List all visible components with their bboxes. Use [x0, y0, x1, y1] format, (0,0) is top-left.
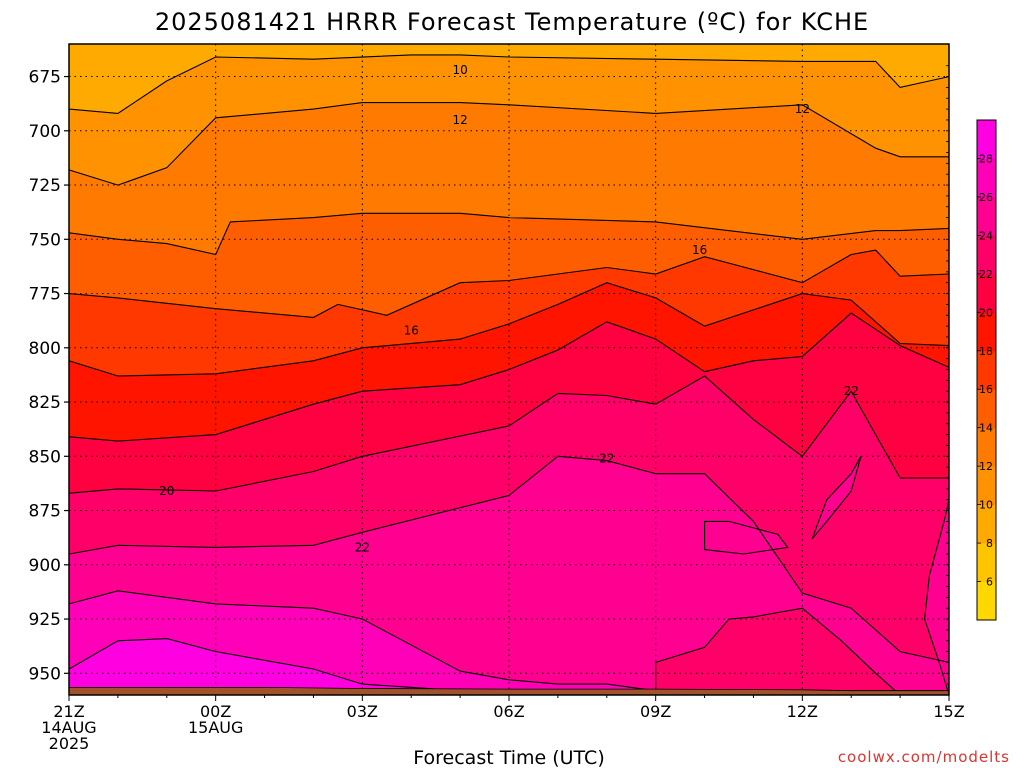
colorbar-swatch: [977, 389, 996, 429]
contour-line-20: [69, 312, 949, 442]
credit-text: coolwx.com/modelts: [838, 748, 1010, 766]
contour-label: 10: [452, 63, 467, 77]
contour-label: 12: [795, 102, 810, 116]
x-axis-title: Forecast Time (UTC): [413, 747, 604, 768]
colorbar-label: 20: [979, 306, 993, 319]
y-tick-label: 950: [29, 664, 61, 684]
colorbar-label: 28: [979, 152, 993, 165]
colorbar-label: 14: [979, 422, 993, 435]
x-tick-label: 06Z: [493, 702, 524, 721]
x-tick-label: 03Z: [347, 702, 378, 721]
contour-line-16: [69, 249, 949, 318]
colorbar-swatch: [977, 196, 996, 236]
colorbar-frame: [976, 119, 997, 621]
colorbar-swatch: [977, 581, 996, 621]
y-tick-label: 700: [29, 122, 61, 142]
colorbar-label: 6: [986, 576, 993, 589]
x-tick-label: 15AUG: [188, 718, 243, 737]
fill-blob-3: [924, 499, 949, 695]
contour-blob-1: [811, 456, 862, 540]
colorbar-label: 22: [979, 268, 993, 281]
plot-area: 10 12 12 16 16 20 22 22 22: [69, 44, 949, 695]
y-tick-label: 725: [29, 176, 61, 196]
contour-label: 16: [692, 243, 707, 257]
colorbar-swatch: [977, 273, 996, 313]
contour-label: 20: [159, 484, 174, 498]
y-tick-label: 775: [29, 285, 61, 305]
fill-band-28: [69, 638, 552, 695]
grid-lines: [69, 44, 949, 695]
contour-label: 12: [452, 113, 467, 127]
contour-line-14: [69, 212, 949, 256]
colorbar-label: 10: [979, 499, 993, 512]
contour-blob-0: [655, 607, 901, 695]
contour-line-12: [69, 102, 949, 186]
y-tick-label: 825: [29, 393, 61, 413]
colorbar-label: 18: [979, 345, 993, 358]
contour-line-18: [69, 282, 949, 377]
fill-blob-2: [704, 521, 788, 554]
colorbar-label: 8: [986, 537, 993, 550]
contour-blob-2: [704, 520, 789, 555]
contour-line-22: [69, 375, 949, 494]
ground-layer: [69, 687, 949, 695]
y-tick-label: 900: [29, 556, 61, 576]
colorbar-swatch: [977, 427, 996, 467]
colorbar-label: 12: [979, 460, 993, 473]
x-tick-label: 15Z: [933, 702, 964, 721]
colorbar-swatch: [977, 120, 996, 159]
y-tick-label: 750: [29, 230, 61, 250]
colorbar-swatch: [977, 504, 996, 544]
x-tick-label: 00Z: [200, 702, 231, 721]
x-tick-label: 2025: [49, 734, 90, 753]
colorbar-swatch: [977, 350, 996, 390]
contour-blob-3: [924, 499, 949, 695]
contour-line-10: [69, 54, 949, 114]
x-tick-label: 12Z: [787, 702, 818, 721]
colorbar: 6 8 10 12 14 16 18 20 22 24 26 28: [976, 119, 997, 621]
x-tick-label: 09Z: [640, 702, 671, 721]
colorbar-swatch: [977, 235, 996, 275]
y-tick-label: 800: [29, 339, 61, 359]
x-tick-label: 14AUG: [41, 718, 96, 737]
contour-label: 22: [355, 540, 370, 554]
chart-title: 2025081421 HRRR Forecast Temperature (ºC…: [155, 8, 869, 36]
ground-surface: [69, 687, 949, 695]
x-tick-label: 21Z: [53, 702, 84, 721]
contour-lines: [69, 54, 949, 695]
colorbar-label: 24: [979, 229, 993, 242]
y-tick-label: 675: [29, 68, 61, 88]
contour-labels: 10 12 12 16 16 20 22 22 22: [159, 63, 859, 554]
contour-label: 16: [404, 323, 419, 337]
colorbar-swatch: [977, 543, 996, 583]
y-tick-label: 925: [29, 610, 61, 630]
contour-fills: [69, 44, 949, 695]
colorbar-swatch: [977, 312, 996, 352]
colorbar-swatch: [977, 466, 996, 506]
y-tick-label: 850: [29, 447, 61, 467]
colorbar-label: 16: [979, 383, 993, 396]
contour-line-24: [69, 455, 949, 663]
colorbar-label: 26: [979, 191, 993, 204]
colorbar-swatch: [977, 158, 996, 198]
contour-label: 22: [844, 384, 859, 398]
y-axis: 675 700 725 750 775 800 825 850 875 900 925 950: [29, 65, 949, 685]
contour-label: 22: [599, 451, 614, 465]
y-tick-label: 875: [29, 502, 61, 522]
